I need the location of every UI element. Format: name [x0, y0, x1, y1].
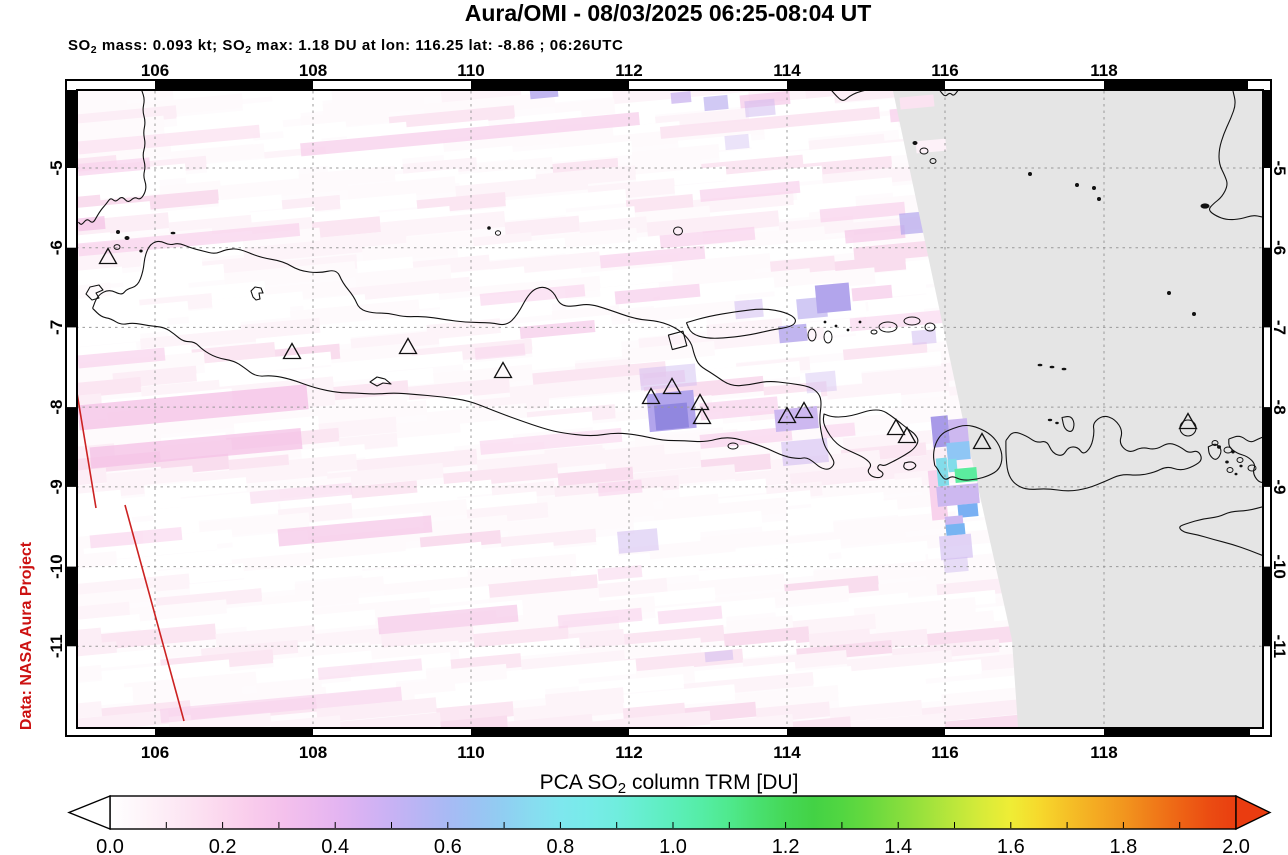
svg-text:106: 106 — [141, 743, 169, 762]
svg-text:Data: NASA Aura Project: Data: NASA Aura Project — [18, 541, 35, 730]
svg-text:0.6: 0.6 — [434, 836, 462, 855]
svg-text:1.8: 1.8 — [1109, 836, 1137, 855]
svg-text:-10: -10 — [47, 554, 66, 579]
svg-text:SO2 mass: 0.093 kt; SO2 max: 1: SO2 mass: 0.093 kt; SO2 max: 1.18 DU at … — [68, 37, 623, 56]
svg-text:116: 116 — [931, 61, 958, 80]
svg-text:-10: -10 — [1270, 554, 1288, 579]
svg-text:PCA SO2 column TRM [DU]: PCA SO2 column TRM [DU] — [540, 771, 799, 797]
svg-text:114: 114 — [773, 61, 801, 80]
svg-text:-8: -8 — [1270, 400, 1288, 415]
svg-text:116: 116 — [931, 743, 958, 762]
svg-text:0.0: 0.0 — [96, 836, 124, 855]
svg-text:1.6: 1.6 — [997, 836, 1025, 855]
svg-text:108: 108 — [299, 743, 327, 762]
svg-text:110: 110 — [457, 61, 484, 80]
svg-text:1.4: 1.4 — [884, 836, 912, 855]
svg-text:118: 118 — [1090, 743, 1117, 762]
svg-text:-11: -11 — [47, 634, 66, 658]
svg-text:-7: -7 — [1270, 320, 1288, 335]
svg-text:-7: -7 — [47, 320, 66, 335]
svg-text:Aura/OMI - 08/03/2025 06:25-08: Aura/OMI - 08/03/2025 06:25-08:04 UT — [465, 0, 872, 26]
svg-text:-5: -5 — [47, 160, 66, 175]
svg-text:112: 112 — [615, 743, 642, 762]
svg-text:0.2: 0.2 — [209, 836, 237, 855]
svg-text:-5: -5 — [1270, 160, 1288, 175]
svg-text:118: 118 — [1090, 61, 1117, 80]
svg-text:-6: -6 — [47, 240, 66, 255]
svg-text:-9: -9 — [47, 479, 66, 494]
svg-text:-9: -9 — [1270, 479, 1288, 494]
svg-text:2.0: 2.0 — [1222, 836, 1250, 855]
svg-text:112: 112 — [615, 61, 642, 80]
svg-text:-8: -8 — [47, 400, 66, 415]
svg-text:106: 106 — [141, 61, 169, 80]
svg-text:108: 108 — [299, 61, 327, 80]
svg-text:0.4: 0.4 — [321, 836, 349, 855]
svg-text:0.8: 0.8 — [546, 836, 574, 855]
svg-text:-11: -11 — [1270, 634, 1288, 658]
svg-text:110: 110 — [457, 743, 484, 762]
svg-text:1.2: 1.2 — [772, 836, 800, 855]
svg-text:1.0: 1.0 — [659, 836, 687, 855]
svg-text:114: 114 — [773, 743, 801, 762]
svg-text:-6: -6 — [1270, 240, 1288, 255]
